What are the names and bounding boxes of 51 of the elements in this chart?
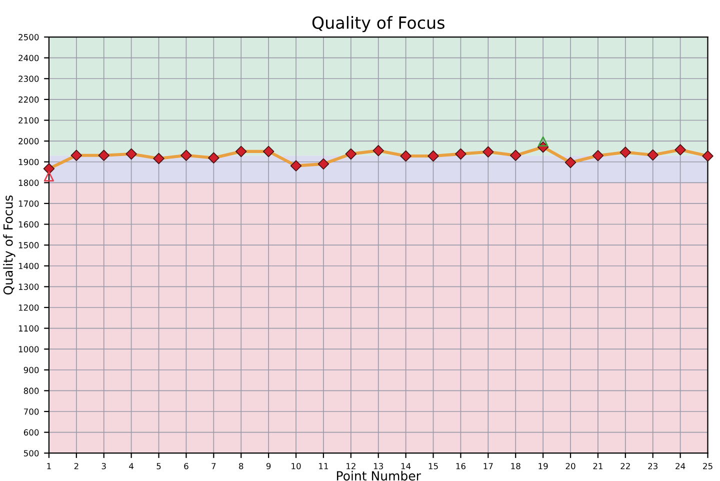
y-tick-label: 1900 xyxy=(18,158,39,166)
y-tick-label: 1500 xyxy=(18,242,39,248)
y-tick-label: 1700 xyxy=(18,200,39,207)
x-tick-label: 20 xyxy=(566,462,576,470)
y-tick-label: 700 xyxy=(24,408,39,415)
x-tick-label: 4 xyxy=(129,463,134,470)
y-tick-label: 500 xyxy=(24,450,39,456)
y-tick-label: 900 xyxy=(24,366,39,374)
x-tick-label: 7 xyxy=(212,463,216,470)
x-tick-label: 22 xyxy=(620,462,630,470)
x-tick-label: 2 xyxy=(74,462,78,470)
x-tick-label: 11 xyxy=(319,463,328,470)
x-tick-label: 10 xyxy=(292,462,301,470)
x-tick-label: 3 xyxy=(102,462,106,470)
y-tick-label: 1600 xyxy=(18,221,39,228)
x-tick-label: 24 xyxy=(676,462,686,470)
y-tick-label: 2000 xyxy=(18,138,39,144)
x-tick-label: 14 xyxy=(401,463,411,470)
x-tick-label: 19 xyxy=(538,462,548,470)
x-tick-label: 18 xyxy=(511,462,520,470)
y-tick-label: 2500 xyxy=(18,34,39,40)
y-tick-label: 1100 xyxy=(18,325,39,332)
y-tick-label: 1200 xyxy=(18,304,39,311)
y-tick-label: 1800 xyxy=(18,180,39,186)
x-tick-label: 8 xyxy=(239,462,244,470)
y-tick-label: 600 xyxy=(24,429,39,436)
x-tick-label: 15 xyxy=(428,463,438,470)
y-tick-label: 2200 xyxy=(18,96,39,103)
x-tick-label: 1 xyxy=(47,463,51,470)
y-tick-label: 1000 xyxy=(18,346,39,352)
x-tick-label: 12 xyxy=(346,462,356,470)
chart-title: Quality of Focus xyxy=(312,16,444,32)
x-tick-label: 13 xyxy=(374,462,383,470)
y-tick-label: 2400 xyxy=(18,54,39,62)
x-tick-label: 21 xyxy=(593,462,602,470)
x-tick-label: 5 xyxy=(156,463,161,470)
x-tick-label: 6 xyxy=(184,462,188,470)
y-tick-label: 1400 xyxy=(18,262,39,270)
point xyxy=(538,136,548,147)
x-axis-title: Point Number xyxy=(336,470,421,481)
y-tick-label: 2300 xyxy=(18,76,39,82)
x-tick-label: 9 xyxy=(266,462,271,470)
y-tick-label: 2100 xyxy=(18,117,39,124)
x-tick-label: 17 xyxy=(484,463,493,470)
y-axis-title: Quality of Focus xyxy=(3,196,16,295)
y-tick-label: 1300 xyxy=(18,284,39,290)
x-tick-label: 16 xyxy=(456,462,466,470)
x-tick-label: 25 xyxy=(703,462,712,470)
y-tick-label: 800 xyxy=(24,388,39,394)
point xyxy=(44,171,54,182)
x-tick-label: 23 xyxy=(648,462,658,470)
